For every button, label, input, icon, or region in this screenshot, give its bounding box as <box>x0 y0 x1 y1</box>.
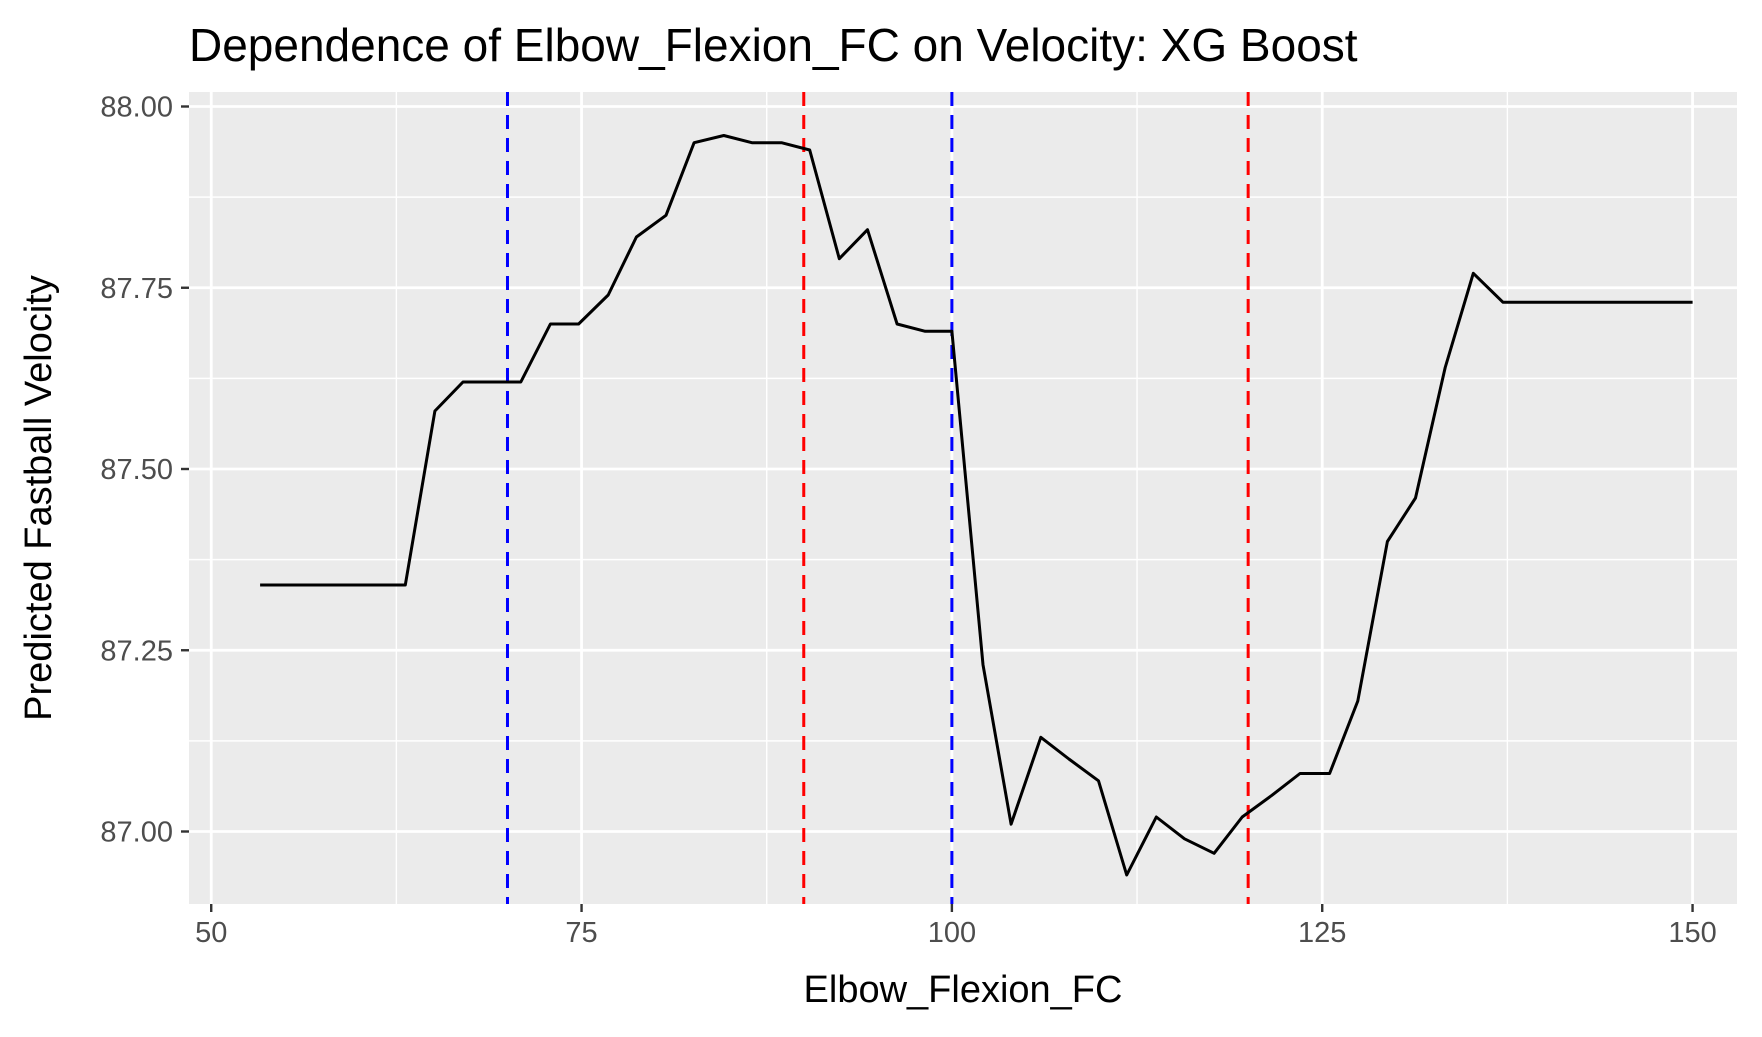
y-tick-label: 87.00 <box>100 817 173 849</box>
series-layer <box>260 134 1693 877</box>
x-tick-label: 125 <box>1298 917 1346 949</box>
x-axis-title: Elbow_Flexion_FC <box>804 969 1123 1011</box>
x-tick-label: 100 <box>928 917 976 949</box>
y-tick-label: 88.00 <box>100 92 173 124</box>
x-tick-label: 150 <box>1668 917 1716 949</box>
plot-panel <box>189 92 1737 904</box>
x-tick-label: 75 <box>565 917 597 949</box>
chart-title: Dependence of Elbow_Flexion_FC on Veloci… <box>189 19 1358 71</box>
y-tick-label: 87.50 <box>100 454 173 486</box>
x-tick-label: 50 <box>195 917 227 949</box>
tick-labels: 50 75 100 125 150 87.00 87.25 87.50 87.75 88.00 <box>100 92 1716 950</box>
minor-gridlines <box>189 92 1737 904</box>
reference-lines <box>505 92 1250 904</box>
y-tick-label: 87.75 <box>100 273 173 305</box>
series-line <box>260 134 1693 877</box>
axis-ticks <box>181 105 1694 912</box>
y-axis-title: Predicted Fastball Velocity <box>18 275 60 721</box>
y-tick-label: 87.25 <box>100 635 173 667</box>
